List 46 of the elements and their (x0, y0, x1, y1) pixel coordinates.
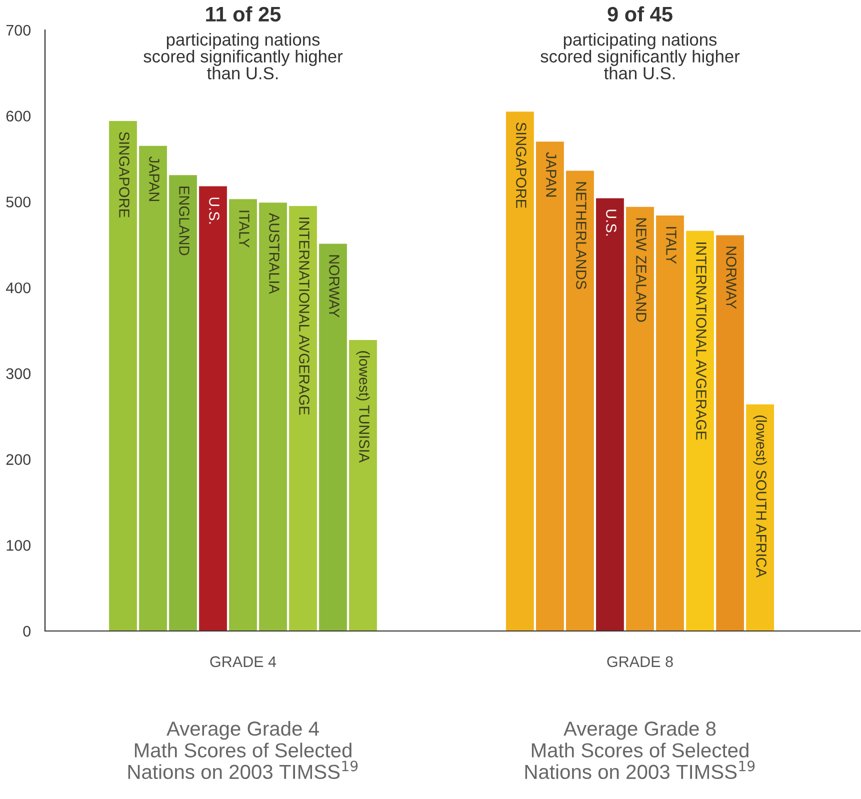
x-axis-title: GRADE 4 (210, 656, 276, 668)
bar (349, 340, 377, 631)
bar (566, 170, 594, 631)
y-tick-label: 200 (6, 454, 31, 465)
text: Average Grade 4 Math Scores of Selected Nations on 2003 TIMSS$^{19}$ (128, 721, 358, 780)
bar (289, 206, 317, 631)
text: participating nations scored significantly higher than U.S. (540, 33, 740, 80)
x-tick-label: INTERNATIONAL AVGERAGE (299, 218, 310, 415)
y-tick-label: 100 (6, 540, 31, 551)
x-tick-label: U.S. (209, 198, 220, 224)
bar (139, 146, 167, 631)
chart-title: 9 of 45 (608, 6, 672, 22)
chart-title: 11 of 25 (206, 6, 281, 22)
bar (626, 206, 654, 631)
bar (596, 198, 624, 631)
y-tick-label: 400 (6, 282, 31, 294)
text: participating nations scored significantly higher than U.S. (144, 33, 343, 80)
bar (259, 202, 287, 631)
category-label: NEW ZEALAND (636, 218, 646, 322)
text: Average Grade 8 Math Scores of Selected Nations on 2003 TIMSS$^{19}$ (525, 721, 755, 780)
x-tick-label: ITALY (239, 210, 250, 248)
y-tick-label: 500 (6, 196, 31, 208)
bar (716, 235, 744, 631)
bar (229, 199, 257, 631)
bar (109, 121, 137, 631)
x-tick-label: JAPAN (149, 156, 160, 201)
x-tick-label: ENGLAND (179, 186, 190, 256)
bar (506, 112, 534, 631)
x-tick-label: SINGAPORE (119, 132, 130, 218)
y-tick-label: 600 (6, 110, 31, 122)
x-tick-label: (lowest) TUNISIA (356, 351, 370, 463)
bar (319, 244, 347, 631)
x-tick-label: NORWAY (329, 255, 340, 318)
bar (199, 186, 227, 631)
category-label: (lowest) SOUTH AFRICA (753, 416, 767, 578)
x-axis-title: GRADE 8 (607, 656, 673, 668)
y-tick-label: 700 (6, 24, 31, 36)
bar (686, 230, 714, 631)
bar (656, 215, 684, 631)
bar (169, 175, 197, 631)
y-tick-label: 300 (6, 368, 31, 380)
bar (746, 404, 774, 631)
y-tick-label: 0 (23, 626, 31, 637)
category-label: NETHERLANDS (576, 182, 586, 290)
bar (536, 142, 564, 631)
x-tick-label: AUSTRALIA (269, 212, 280, 294)
